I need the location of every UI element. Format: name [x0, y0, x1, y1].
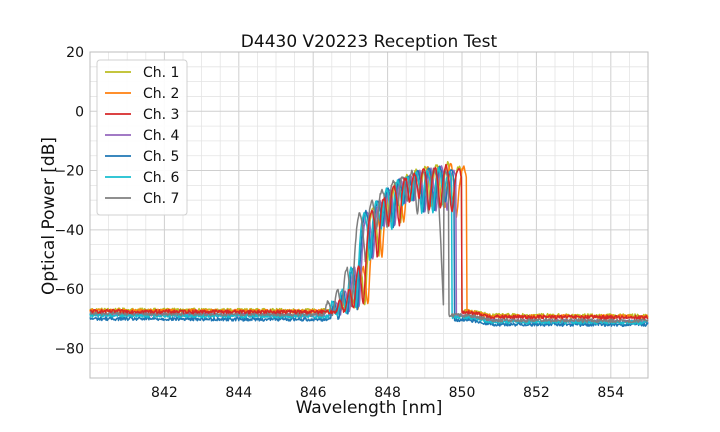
legend-label: Ch. 6 [143, 170, 180, 186]
y-tick-label: −60 [54, 282, 84, 298]
legend-label: Ch. 1 [143, 65, 179, 81]
plot-frame [89, 51, 649, 379]
x-tick-label: 842 [151, 385, 178, 401]
axes-frame [89, 51, 649, 379]
chart-title: D4430 V20223 Reception Test [241, 32, 498, 52]
y-tick-label: −20 [54, 164, 84, 180]
x-tick-label: 854 [597, 385, 624, 401]
x-tick-label: 844 [225, 385, 252, 401]
y-tick-label: 0 [75, 104, 84, 120]
y-tick-label: −80 [54, 341, 84, 357]
y-tick-label: 20 [66, 45, 84, 61]
legend: Ch. 1 Ch. 2 Ch. 3 Ch. 4 Ch. 5 Ch. 6 Ch. 7 [96, 59, 188, 216]
legend-label: Ch. 7 [143, 191, 179, 207]
series-lines [89, 160, 649, 328]
x-tick-label: 850 [449, 385, 476, 401]
y-tick-label: −40 [54, 223, 84, 239]
legend-label: Ch. 4 [143, 128, 180, 144]
legend-label: Ch. 2 [143, 86, 179, 102]
x-tick-label: 852 [523, 385, 550, 401]
y-axis-label: Optical Power [dB] [39, 137, 59, 295]
series-line-ch5 [89, 165, 649, 328]
series-line-ch3 [89, 163, 649, 320]
x-axis-label: Wavelength [nm] [296, 398, 443, 418]
tick-labels: 842 844 846 848 850 852 854 20 0 −20 −40 −60 −80 [54, 45, 624, 401]
legend-label: Ch. 3 [143, 107, 179, 123]
legend-label: Ch. 5 [143, 149, 179, 165]
x-tick-label: 846 [300, 385, 327, 401]
x-tick-label: 848 [374, 385, 401, 401]
